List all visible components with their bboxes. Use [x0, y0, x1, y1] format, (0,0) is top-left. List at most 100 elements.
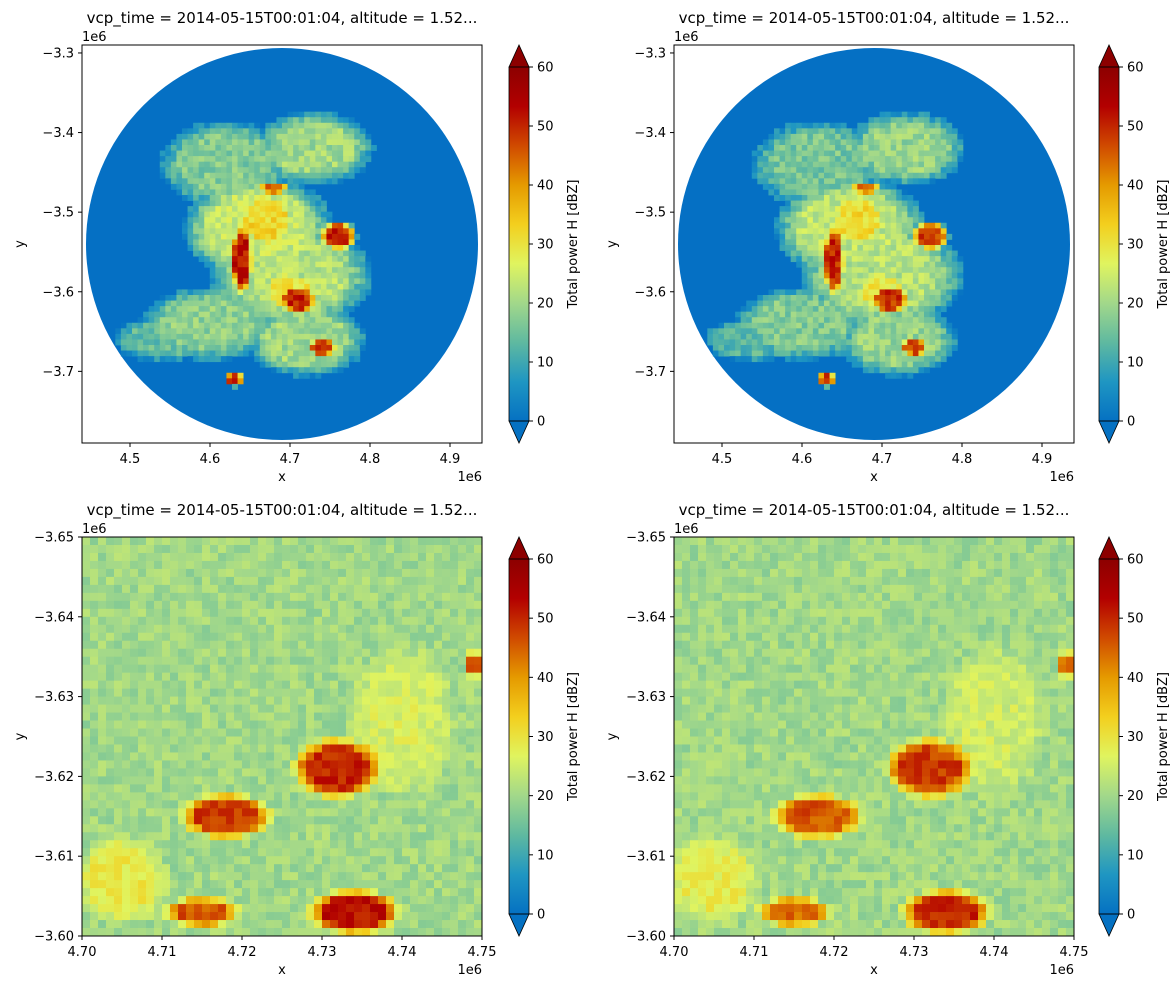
radar-echo-cell [924, 345, 930, 351]
radar-echo-cell [137, 350, 144, 357]
heatmap-cell [346, 640, 355, 650]
heatmap-cell [434, 688, 443, 697]
heatmap-cell [298, 688, 307, 697]
heatmap-cell [226, 704, 235, 713]
radar-echo-cell [735, 345, 742, 351]
radar-echo-cell [846, 328, 853, 335]
heatmap-cell [370, 744, 379, 753]
radar-echo-cell [282, 122, 288, 129]
radar-echo-cell [265, 256, 272, 263]
x-tick-label: 4.9 [440, 452, 461, 467]
radar-echo-cell [287, 306, 294, 313]
heatmap-cell [434, 616, 443, 626]
radar-echo-cell [907, 261, 914, 268]
radar-echo-cell [304, 295, 311, 301]
radar-echo-cell [359, 295, 366, 301]
heatmap-cell [122, 552, 131, 562]
heatmap-cell [114, 576, 123, 586]
heatmap-cell [354, 552, 363, 562]
radar-echo-cell [243, 333, 250, 340]
radar-echo-cell [298, 161, 305, 168]
radar-echo-cell [159, 339, 166, 346]
heatmap-cell [210, 680, 219, 690]
radar-echo-cell [812, 133, 819, 140]
radar-echo-cell [868, 295, 875, 301]
heatmap-cell [178, 776, 187, 785]
radar-echo-cell [265, 289, 272, 296]
heatmap-cell [322, 768, 331, 777]
heatmap-cell [282, 632, 291, 642]
heatmap-cell [98, 704, 107, 713]
heatmap-cell [386, 640, 395, 650]
radar-echo-cell [137, 345, 144, 351]
heatmap-cell [354, 704, 363, 713]
radar-echo-cell [768, 300, 775, 307]
heatmap-cell [282, 608, 291, 618]
heatmap-cell [442, 688, 451, 697]
radar-echo-cell [237, 250, 244, 257]
radar-echo-cell [801, 283, 808, 290]
radar-echo-cell [751, 172, 758, 179]
radar-echo-cell [868, 228, 875, 235]
radar-echo-cell [293, 317, 300, 324]
radar-echo-cell [824, 239, 830, 246]
heatmap-cell [394, 688, 403, 697]
radar-echo-cell [182, 189, 188, 196]
radar-echo-cell [951, 167, 958, 174]
radar-echo-cell [309, 128, 316, 135]
radar-echo-cell [315, 150, 322, 157]
radar-echo-cell [237, 289, 244, 296]
radar-echo-cell [796, 122, 803, 129]
radar-echo-cell [154, 311, 161, 318]
radar-echo-cell [785, 145, 792, 151]
radar-echo-cell [215, 356, 222, 363]
radar-echo-cell [309, 267, 316, 274]
radar-echo-cell [929, 295, 936, 301]
heatmap-cell [266, 776, 275, 785]
heatmap-cell [474, 768, 482, 777]
heatmap-cell [298, 784, 307, 793]
radar-echo-cell [796, 189, 803, 196]
radar-echo-cell [270, 278, 277, 285]
radar-echo-cell [896, 367, 903, 374]
heatmap-cell [410, 632, 419, 642]
radar-echo-cell [862, 239, 869, 246]
heatmap-cell [402, 704, 411, 713]
radar-echo-cell [790, 328, 797, 335]
heatmap-cell [354, 752, 363, 761]
heatmap-cell [354, 592, 363, 602]
radar-echo-cell [287, 139, 294, 146]
radar-echo-cell [912, 267, 919, 274]
heatmap-cell [338, 672, 347, 682]
radar-echo-cell [901, 150, 908, 157]
radar-echo-cell [868, 211, 875, 218]
radar-echo-cell [896, 200, 903, 207]
radar-echo-cell [265, 195, 272, 201]
radar-echo-cell [818, 322, 825, 329]
heatmap-cell [202, 704, 211, 713]
radar-echo-cell [757, 150, 764, 157]
radar-echo-cell [276, 245, 283, 251]
radar-echo-cell [270, 356, 277, 363]
heatmap-cell [466, 696, 475, 705]
heatmap-cell [106, 768, 115, 777]
heatmap-cell [426, 808, 435, 817]
heatmap-cell [98, 608, 107, 618]
radar-echo-cell [879, 350, 886, 357]
radar-echo-cell [879, 278, 886, 285]
heatmap-cell [154, 736, 163, 745]
heatmap-cell [346, 688, 355, 697]
radar-echo-cell [918, 322, 925, 329]
heatmap-cell [114, 544, 123, 554]
radar-echo-cell [309, 306, 316, 313]
radar-echo-cell [332, 267, 338, 274]
radar-echo-cell [215, 195, 222, 201]
x-axis-label: x [278, 470, 286, 485]
radar-echo-cell [348, 256, 355, 263]
radar-echo-cell [209, 256, 216, 263]
radar-echo-cell [801, 317, 808, 324]
heatmap-cell [434, 800, 443, 809]
radar-echo-cell [924, 117, 930, 124]
heatmap-cell [258, 664, 267, 674]
radar-echo-cell [276, 361, 283, 368]
